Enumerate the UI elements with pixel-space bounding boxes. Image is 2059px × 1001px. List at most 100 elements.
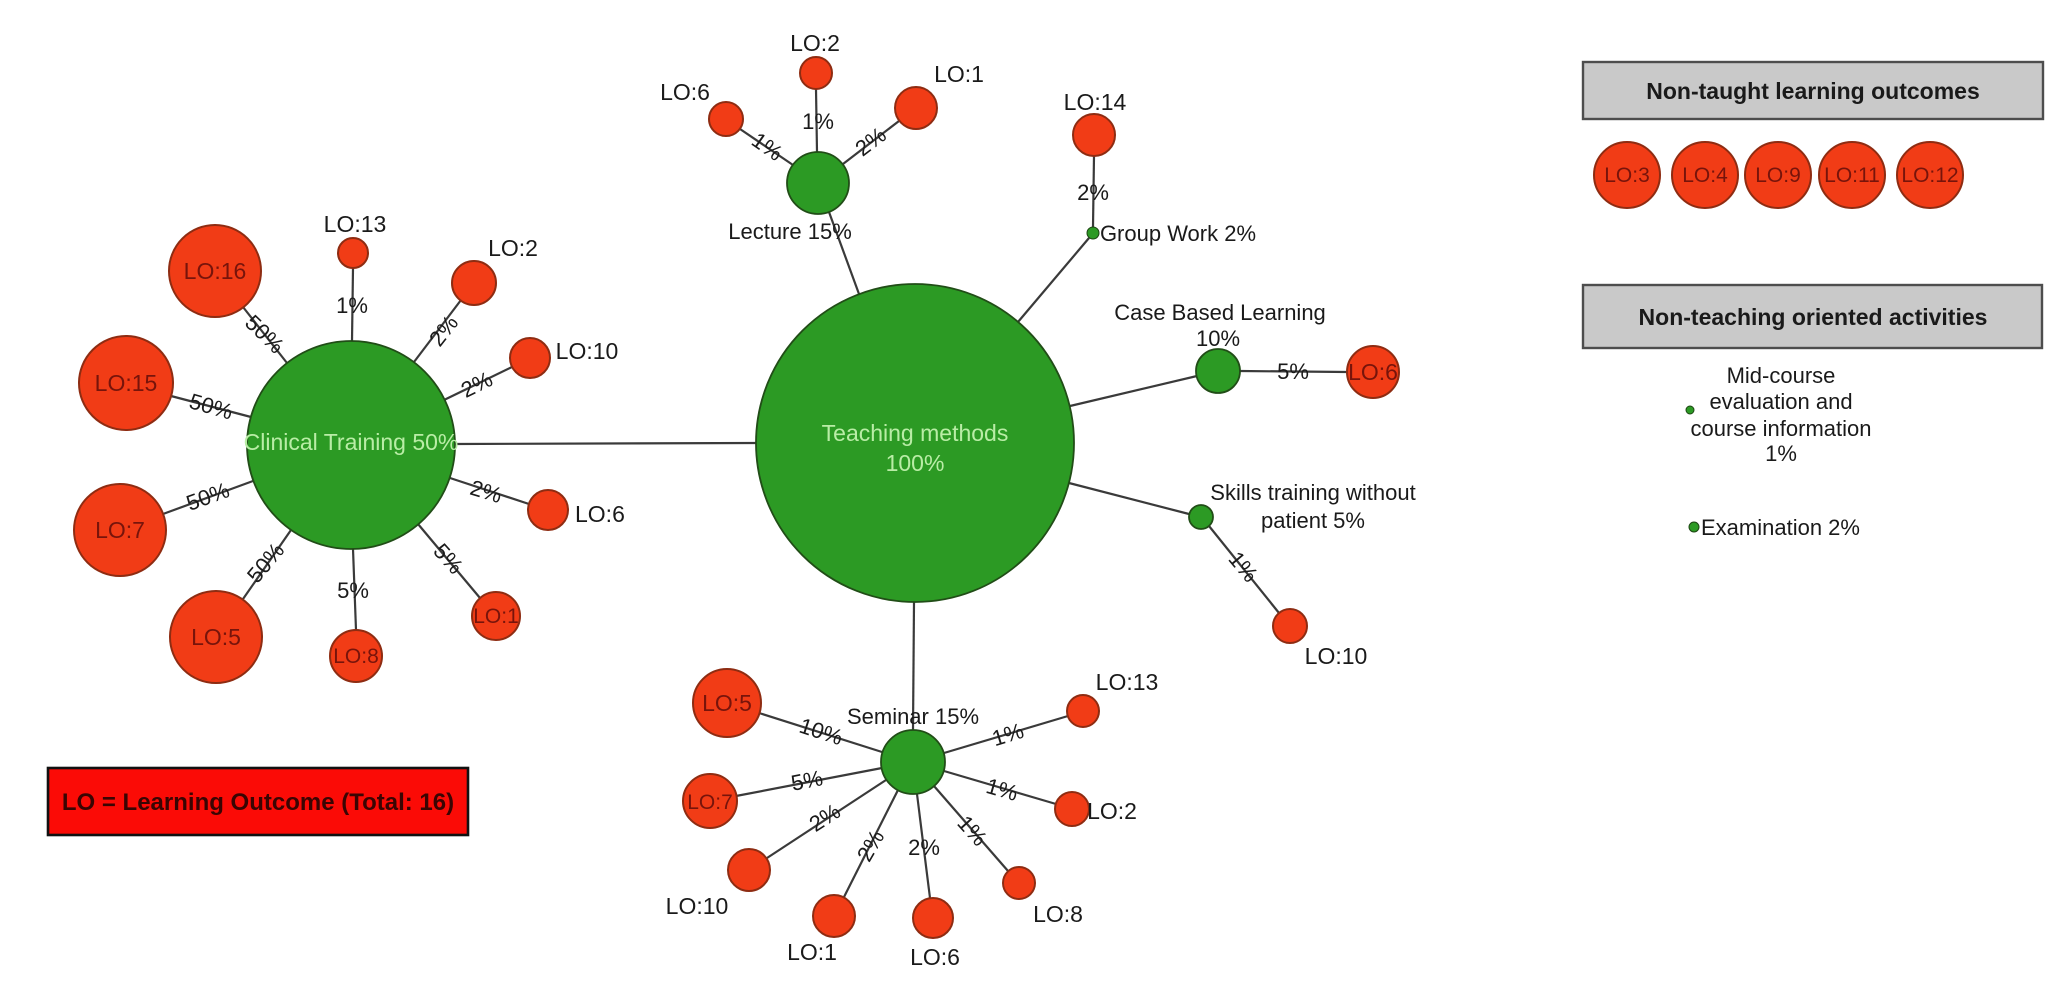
group-work-label: Group Work 2%	[1100, 221, 1256, 246]
non-taught-node-lo11	[1818, 141, 1886, 209]
examination-dot	[1688, 521, 1700, 533]
seminar-node-lo1	[812, 894, 856, 938]
edge-clinical-lo5	[242, 529, 292, 600]
seminar-node-lo5	[692, 668, 762, 738]
non-taught-node-lo12-label: LO:12	[1901, 164, 1958, 187]
lecture-node-lo1-label: LO:1	[934, 61, 984, 87]
lecture-edge-lo6-pct: 1%	[747, 127, 787, 166]
seminar-edge-lo6-pct: 2%	[908, 835, 940, 860]
lecture-cluster: Lecture 15% LO:6 LO:2 LO:1 1% 1% 2%	[660, 30, 984, 244]
mid-course-line3: course information	[1691, 416, 1872, 441]
edge-seminar-lo5	[758, 711, 883, 754]
lecture-circle	[786, 151, 850, 215]
seminar-node-lo8	[1002, 866, 1036, 900]
non-taught-node-lo3	[1593, 141, 1661, 209]
non-teaching-title: Non-teaching oriented activities	[1639, 304, 1988, 330]
edge-groupwork-lo14	[1091, 155, 1096, 228]
seminar-node-lo10	[727, 848, 771, 892]
legend: LO = Learning Outcome (Total: 16)	[46, 766, 470, 837]
edge-lecture-lo6	[739, 128, 794, 166]
seminar-node-lo7-label: LO:7	[687, 791, 733, 814]
clinical-node-lo5-label: LO:5	[191, 624, 241, 650]
clinical-edge-lo13-pct: 1%	[336, 293, 368, 318]
case-based-edge-lo6-pct: 5%	[1277, 359, 1309, 384]
lecture-edge-lo2-pct: 1%	[802, 109, 834, 134]
seminar-edge-lo1-pct: 2%	[852, 826, 890, 866]
case-based-label-line1: Case Based Learning	[1114, 300, 1326, 325]
case-based-cluster: Case Based Learning 10% LO:6 5%	[1114, 300, 1400, 399]
seminar-node-lo6-label: LO:6	[910, 944, 960, 970]
clinical-edge-lo10-pct: 2%	[457, 366, 497, 402]
seminar-edge-lo13-pct: 1%	[989, 718, 1027, 751]
lecture-node-lo1	[894, 86, 938, 130]
lecture-node-lo2	[799, 56, 833, 90]
seminar-node-lo13-label: LO:13	[1096, 669, 1159, 695]
edge-clinical-lo10	[443, 366, 513, 401]
teaching-label-line1: Teaching methods	[822, 420, 1009, 446]
clinical-edge-lo16-pct: 50%	[240, 310, 289, 359]
edge-seminar-lo6	[915, 793, 932, 899]
edge-clinical-lo13	[350, 267, 355, 342]
clinical-node-lo5	[169, 590, 263, 684]
lecture-edge-lo1-pct: 2%	[850, 122, 890, 161]
teaching-label-line2: 100%	[886, 450, 945, 476]
edge-lecture-lo1	[842, 120, 900, 165]
clinical-node-lo7-label: LO:7	[95, 517, 145, 543]
group-work-node-lo14	[1072, 113, 1116, 157]
clinical-node-lo10	[509, 337, 551, 379]
edge-seminar-lo8	[933, 785, 1009, 872]
mid-course-line4: 1%	[1765, 441, 1797, 466]
case-based-label-line2: 10%	[1196, 326, 1240, 351]
edge-casebased-lo6	[1239, 369, 1348, 374]
edge-teaching-clinical	[454, 441, 758, 446]
case-based-node-lo6	[1346, 345, 1400, 399]
clinical-node-lo13	[337, 237, 369, 269]
mid-course-line1: Mid-course	[1727, 363, 1836, 388]
clinical-edge-lo2-pct: 2%	[424, 310, 463, 350]
seminar-edge-lo5-pct: 10%	[796, 713, 846, 750]
legend-label: LO = Learning Outcome (Total: 16)	[62, 789, 454, 816]
clinical-node-lo15-label: LO:15	[95, 370, 158, 396]
group-work-cluster: Group Work 2% LO:14 2%	[1064, 89, 1256, 246]
seminar-label: Seminar 15%	[847, 704, 979, 729]
edge-seminar-lo2	[943, 769, 1057, 806]
clinical-node-lo8	[329, 629, 383, 683]
lecture-node-lo6	[708, 101, 744, 137]
non-taught-node-lo9	[1744, 141, 1812, 209]
clinical-node-lo16	[168, 224, 262, 318]
edge-clinical-lo1	[417, 523, 481, 599]
edge-teaching-casebased	[1069, 374, 1198, 408]
clinical-node-lo10-label: LO:10	[556, 338, 619, 364]
edge-seminar-lo7	[735, 766, 883, 798]
clinical-node-lo16-label: LO:16	[184, 258, 247, 284]
clinical-node-lo1-label: LO:1	[473, 605, 519, 628]
clinical-edge-lo6-pct: 2%	[467, 475, 505, 508]
edge-clinical-lo6	[449, 476, 530, 506]
teaching-circle	[755, 283, 1075, 603]
clinical-node-lo6	[527, 489, 569, 531]
clinical-edge-lo7-pct: 50%	[183, 477, 233, 516]
examination-label: Examination 2%	[1701, 515, 1860, 540]
skills-label-line1: Skills training without	[1210, 480, 1415, 505]
mid-course-line2: evaluation and	[1709, 389, 1852, 414]
non-taught-title: Non-taught learning outcomes	[1646, 78, 1980, 104]
edge-lecture-lo2	[814, 88, 819, 153]
teaching-methods: Teaching methods 100%	[755, 283, 1075, 603]
seminar-node-lo8-label: LO:8	[1033, 901, 1083, 927]
clinical-label: Clinical Training 50%	[244, 429, 459, 455]
seminar-cluster: Seminar 15% LO:5 LO:7 LO:10 LO:1 LO:6 LO…	[666, 668, 1159, 970]
non-teaching-panel: Non-teaching oriented activities Mid-cou…	[1581, 283, 2044, 540]
clinical-node-lo1	[471, 591, 521, 641]
skills-label-line2: patient 5%	[1261, 508, 1365, 533]
seminar-circle	[880, 729, 946, 795]
seminar-node-lo2	[1054, 791, 1090, 827]
edge-clinical-lo15	[170, 394, 252, 419]
seminar-node-lo6	[912, 897, 954, 939]
seminar-node-lo10-label: LO:10	[666, 893, 729, 919]
edge-clinical-lo8	[351, 548, 358, 631]
seminar-node-lo5-label: LO:5	[702, 690, 752, 716]
non-taught-panel: Non-taught learning outcomes LO:3 LO:4 L…	[1581, 60, 2045, 209]
clinical-node-lo15	[78, 335, 174, 431]
skills-node-lo10	[1272, 608, 1308, 644]
